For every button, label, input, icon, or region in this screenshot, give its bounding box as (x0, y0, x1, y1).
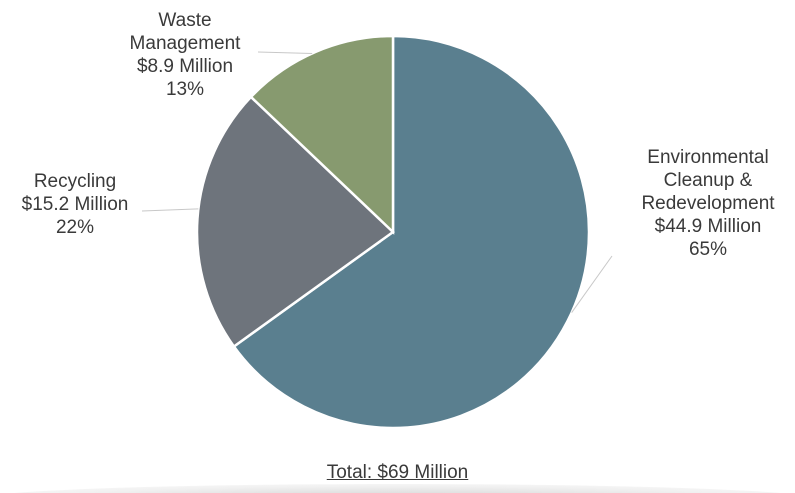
slice-2-name-line-0: Waste (158, 10, 212, 31)
slice-1-name-line-0: Recycling (33, 171, 117, 192)
slice-1-value: $15.2 Million (21, 194, 129, 215)
slice-2-name-line-1: Management (129, 33, 241, 54)
slice-0-name-line-1: Cleanup & (663, 170, 753, 191)
slice-0-name-line-0: Environmental (647, 147, 769, 168)
pie-slice-1 (195, 95, 395, 349)
pie-slice-2 (249, 34, 395, 235)
slice-2-value: $8.9 Million (136, 56, 234, 77)
slice-1-percent: 22% (55, 217, 95, 238)
slice-2-percent: 13% (165, 79, 205, 100)
slice-label-environmental-cleanup: Environmental Cleanup & Redevelopment $4… (618, 146, 795, 261)
bottom-shadow-decoration (0, 484, 795, 493)
slice-label-waste-management: Waste Management $8.9 Million 13% (110, 9, 260, 101)
slice-0-name-line-2: Redevelopment (641, 193, 775, 214)
slice-0-value: $44.9 Million (654, 216, 762, 237)
pie-slice-0 (232, 34, 591, 430)
leader-line-0 (571, 255, 613, 313)
leader-line-1 (141, 208, 199, 212)
slice-0-percent: 65% (688, 239, 728, 260)
total-label: Total: $69 Million (326, 462, 469, 483)
leader-line-2 (257, 51, 313, 54)
slice-label-recycling: Recycling $15.2 Million 22% (0, 170, 150, 239)
